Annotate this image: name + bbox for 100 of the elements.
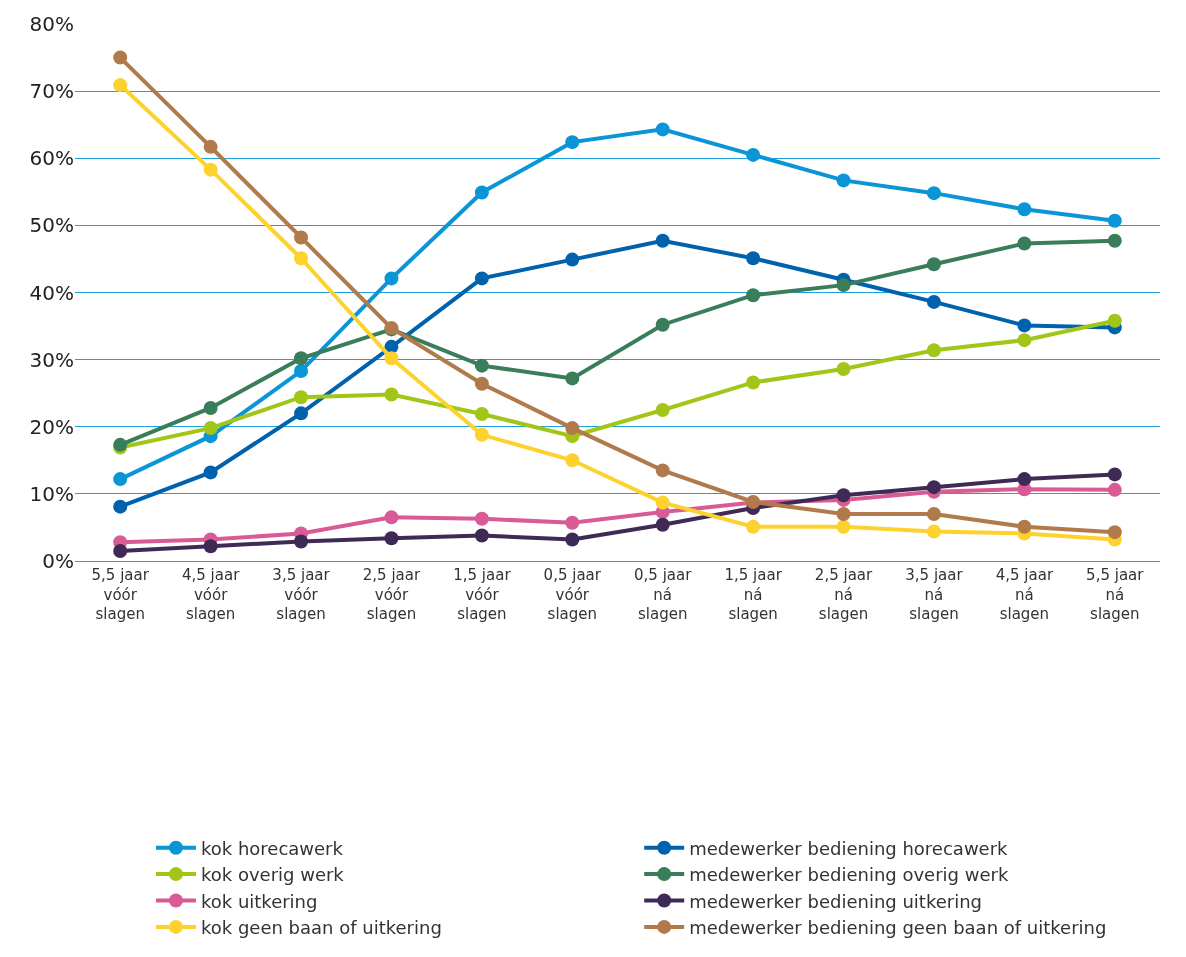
point — [203, 465, 218, 480]
point — [384, 387, 399, 402]
point — [655, 517, 670, 532]
point — [474, 376, 489, 391]
y-tick-label: 80% — [29, 12, 74, 36]
point — [1017, 519, 1032, 534]
point — [926, 343, 941, 358]
y-tick-label: 50% — [29, 213, 74, 238]
point — [926, 257, 941, 272]
point — [1107, 233, 1122, 248]
point — [746, 147, 761, 162]
point — [836, 362, 851, 377]
x-tick-label: 1,5 jaar vóór slagen — [453, 566, 512, 623]
point — [655, 317, 670, 332]
legend-label: kok horecawerk — [200, 837, 344, 859]
point — [294, 364, 309, 379]
point — [474, 511, 489, 526]
x-tick-label: 5,5 jaar vóór slagen — [91, 566, 150, 623]
point — [474, 185, 489, 200]
point — [203, 539, 218, 554]
legend-label: medewerker bediening uitkering — [689, 890, 983, 912]
x-tick-label: 3,5 jaar ná slagen — [905, 566, 964, 623]
point — [655, 122, 670, 137]
point — [565, 135, 580, 150]
x-tick-label: 1,5 jaar ná slagen — [724, 566, 783, 623]
point — [836, 519, 851, 534]
point — [926, 480, 941, 495]
point — [294, 251, 309, 266]
point — [113, 543, 128, 558]
x-tick-label: 4,5 jaar ná slagen — [995, 566, 1054, 623]
point — [565, 453, 580, 468]
point — [474, 358, 489, 373]
point — [746, 375, 761, 390]
legend-label: medewerker bediening geen baan of uitkering — [689, 916, 1107, 938]
point — [203, 139, 218, 154]
point — [113, 499, 128, 514]
point — [565, 421, 580, 436]
point — [836, 507, 851, 521]
y-tick-label: 30% — [29, 347, 74, 372]
y-tick-label: 40% — [29, 280, 74, 305]
point — [836, 278, 851, 293]
point — [926, 524, 941, 539]
x-tick-label: 0,5 jaar vóór slagen — [543, 566, 602, 623]
point — [926, 294, 941, 309]
y-tick-label: 10% — [29, 481, 74, 506]
point — [474, 271, 489, 286]
point — [1017, 202, 1032, 217]
point — [1107, 213, 1122, 228]
point — [655, 495, 670, 510]
point — [294, 351, 309, 366]
point — [294, 230, 309, 245]
point — [294, 406, 309, 421]
point — [1017, 472, 1032, 487]
x-tick-label: 4,5 jaar vóór slagen — [181, 566, 241, 623]
point — [836, 173, 851, 188]
point — [203, 162, 218, 177]
point — [474, 528, 489, 543]
x-tick-label: 2,5 jaar vóór slagen — [362, 566, 421, 623]
point — [203, 421, 218, 436]
point — [1107, 525, 1122, 540]
point — [836, 488, 851, 503]
point — [113, 78, 128, 93]
point — [1107, 313, 1122, 328]
point — [474, 427, 489, 442]
point — [655, 402, 670, 417]
point — [926, 186, 941, 201]
point — [655, 233, 670, 248]
x-tick-label: 2,5 jaar ná slagen — [814, 566, 874, 623]
legend-label: kok geen baan of uitkering — [200, 916, 442, 938]
point — [384, 531, 399, 546]
legend-label: medewerker bediening horecawerk — [689, 837, 1009, 859]
point — [1017, 318, 1032, 333]
legend-label: kok overig werk — [200, 864, 345, 886]
point — [203, 400, 218, 415]
y-tick-label: 20% — [29, 414, 74, 439]
point — [113, 50, 128, 65]
point — [565, 371, 580, 386]
y-tick-label: 0% — [42, 549, 74, 573]
x-tick-label: 5,5 jaar ná slagen — [1086, 566, 1145, 623]
point — [565, 515, 580, 530]
point — [746, 251, 761, 266]
point — [746, 288, 761, 303]
legend-label: kok uitkering — [200, 890, 318, 912]
legend-label: medewerker bediening overig werk — [689, 864, 1009, 886]
point — [1107, 467, 1122, 482]
y-tick-label: 70% — [29, 79, 74, 104]
point — [384, 271, 399, 286]
point — [565, 252, 580, 267]
point — [294, 534, 309, 549]
point — [294, 390, 309, 405]
point — [565, 532, 580, 547]
point — [384, 510, 399, 525]
x-tick-label: 3,5 jaar vóór slagen — [272, 566, 331, 623]
point — [1017, 236, 1032, 251]
x-tick-label: 0,5 jaar ná slagen — [634, 566, 693, 623]
point — [474, 407, 489, 421]
point — [384, 351, 399, 366]
y-tick-label: 60% — [29, 146, 74, 171]
point — [1017, 333, 1032, 348]
point — [113, 472, 128, 487]
